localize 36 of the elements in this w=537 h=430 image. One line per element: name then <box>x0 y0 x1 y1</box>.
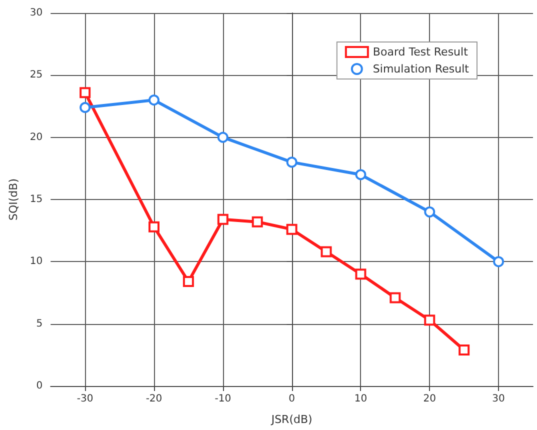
x-tick-label: 10 <box>354 394 368 404</box>
point <box>182 276 194 288</box>
point <box>80 87 91 98</box>
point <box>320 246 332 258</box>
legend-label: Simulation Result <box>372 62 470 76</box>
point <box>424 206 436 218</box>
point <box>424 314 436 326</box>
x-tick-label: 30 <box>492 394 505 404</box>
point <box>355 268 366 280</box>
x-axis-title: JSR(dB) <box>270 413 312 426</box>
y-tick-label: 10 <box>30 256 43 268</box>
point <box>355 169 366 180</box>
y-axis-title: SQI(dB) <box>7 178 20 220</box>
point <box>217 214 228 225</box>
x-tick-label: -20 <box>146 394 162 404</box>
y-tick-label: 0 <box>36 380 43 392</box>
y-tick-label: 25 <box>30 70 43 81</box>
x-tick-label: 20 <box>423 394 436 404</box>
point <box>286 224 298 235</box>
point <box>80 102 91 113</box>
y-tick-label: 5 <box>36 318 43 330</box>
point <box>458 344 470 356</box>
x-tick-label: -30 <box>76 394 94 404</box>
point <box>217 132 228 143</box>
y-tick-label: 20 <box>30 132 43 143</box>
point <box>493 256 504 268</box>
point <box>252 216 263 228</box>
y-tick-label: 15 <box>30 194 43 205</box>
x-tick-label: 0 <box>288 394 295 404</box>
point <box>148 94 160 106</box>
y-tick-label: 30 <box>30 8 43 18</box>
point <box>390 292 401 304</box>
legend-label: Board Test Result <box>372 46 469 58</box>
x-tick-label: -10 <box>214 394 232 404</box>
point <box>286 156 298 168</box>
point <box>148 221 160 232</box>
